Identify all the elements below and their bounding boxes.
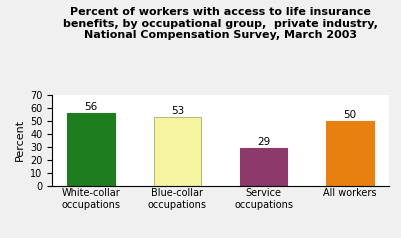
Bar <box>67 113 115 186</box>
Text: 56: 56 <box>85 102 98 112</box>
Text: Percent of workers with access to life insurance
benefits, by occupational group: Percent of workers with access to life i… <box>63 7 378 40</box>
Y-axis label: Percent: Percent <box>14 119 24 161</box>
Text: 50: 50 <box>343 110 356 120</box>
Bar <box>240 148 288 186</box>
Bar <box>154 117 201 186</box>
Text: 53: 53 <box>171 106 184 116</box>
Text: 29: 29 <box>257 137 270 147</box>
Bar <box>326 121 374 186</box>
